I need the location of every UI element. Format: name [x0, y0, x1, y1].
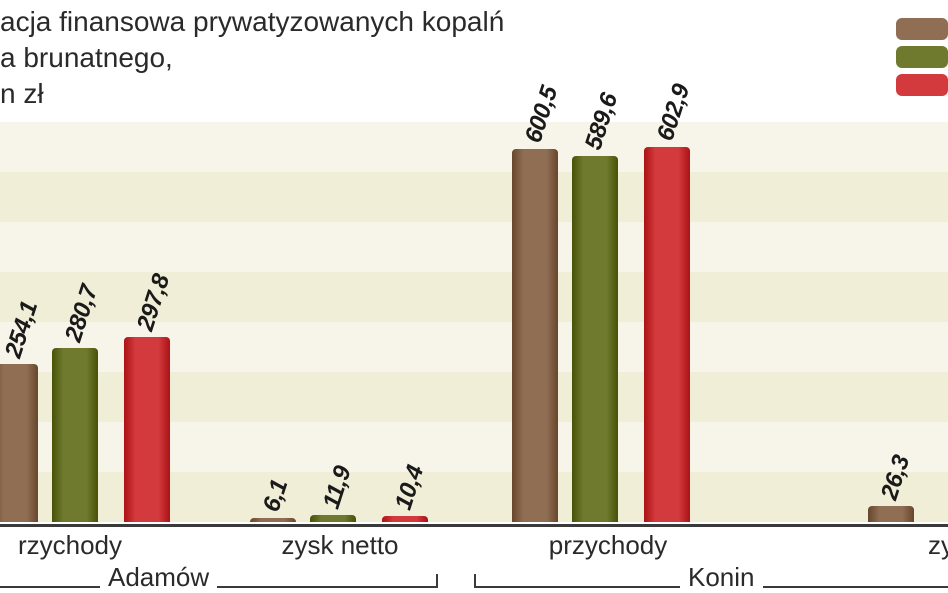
title-line-3: n zł: [0, 78, 44, 109]
title-line-2: a brunatnego,: [0, 42, 173, 73]
bar: 26,3: [868, 506, 914, 522]
bar-value-label: 280,7: [60, 282, 104, 345]
x-axis: [0, 524, 948, 527]
bar-value-label: 297,8: [132, 271, 176, 334]
bar: 11,9: [310, 515, 356, 522]
x-axis-label: rzychody: [0, 530, 170, 561]
bar: 297,8: [124, 337, 170, 522]
bar-value-label: 254,1: [0, 298, 44, 361]
chart-title: acja finansowa prywatyzowanych kopalń a …: [0, 4, 504, 112]
legend: [896, 18, 948, 96]
plot-area: 254,1280,7297,86,111,910,4600,5589,6602,…: [0, 118, 948, 522]
legend-swatch-3: [896, 74, 948, 96]
bar-value-label: 6,1: [258, 476, 294, 515]
bar: 6,1: [250, 518, 296, 522]
legend-swatch-2: [896, 46, 948, 68]
bar: 10,4: [382, 516, 428, 522]
x-axis-label: przychody: [508, 530, 708, 561]
bar-value-label: 602,9: [652, 81, 696, 144]
bar: 600,5: [512, 149, 558, 522]
bar: 280,7: [52, 348, 98, 522]
bar: 589,6: [572, 156, 618, 522]
bar-value-label: 10,4: [390, 462, 430, 513]
bars-area: 254,1280,7297,86,111,910,4600,5589,6602,…: [0, 118, 948, 522]
x-axis-label: zysk netto: [240, 530, 440, 561]
x-axis-label: zysk: [854, 530, 948, 561]
bar: 254,1: [0, 364, 38, 522]
bar: 602,9: [644, 147, 690, 522]
bar-value-label: 26,3: [876, 452, 916, 503]
legend-swatch-1: [896, 18, 948, 40]
group-name: Adamów: [100, 562, 217, 593]
group-name: Konin: [680, 562, 763, 593]
title-line-1: acja finansowa prywatyzowanych kopalń: [0, 6, 504, 37]
group-bracket: [0, 574, 438, 588]
bar-value-label: 600,5: [520, 83, 564, 146]
bar-value-label: 589,6: [580, 90, 624, 153]
bar-value-label: 11,9: [318, 463, 358, 512]
